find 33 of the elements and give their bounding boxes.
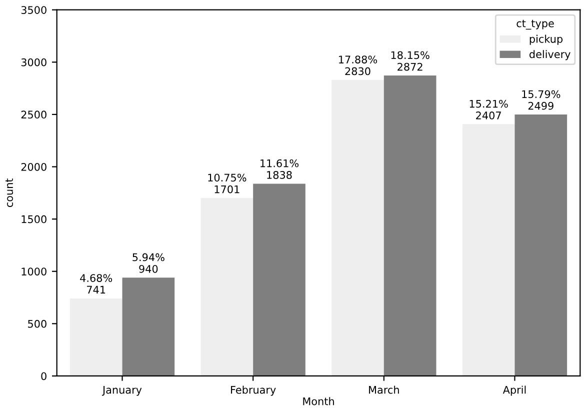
x-tick-label: March bbox=[369, 386, 399, 394]
bar bbox=[514, 114, 568, 376]
y-tick-label: 3500 bbox=[21, 6, 46, 14]
data-label: 10.75% 1701 bbox=[208, 174, 246, 194]
x-tick-label: February bbox=[231, 386, 276, 396]
legend-title: ct_type bbox=[516, 20, 554, 30]
y-axis-title: count bbox=[6, 178, 14, 208]
data-label: 4.68% 741 bbox=[80, 274, 112, 294]
y-tick-label: 1000 bbox=[22, 268, 46, 276]
data-label: 15.79% 2499 bbox=[522, 90, 560, 110]
bar bbox=[70, 298, 122, 376]
y-tick-label: 2000 bbox=[21, 162, 46, 171]
y-tick-label: 1500 bbox=[22, 215, 46, 224]
data-label: 5.94% 940 bbox=[132, 253, 164, 273]
data-label: 17.88% 2830 bbox=[339, 56, 378, 76]
x-axis-title: Month bbox=[303, 397, 334, 406]
bar bbox=[384, 76, 436, 376]
x-tick-label: January bbox=[102, 386, 142, 396]
data-label: 15.21% 2407 bbox=[470, 100, 508, 120]
data-label: 11.61% 1838 bbox=[260, 159, 299, 179]
legend-label: pickup bbox=[530, 34, 563, 45]
bar bbox=[332, 80, 384, 376]
x-tick-label: April bbox=[502, 386, 526, 396]
bar bbox=[462, 124, 515, 376]
data-label: 18.15% 2872 bbox=[391, 51, 430, 71]
y-tick-label: 3000 bbox=[21, 58, 46, 66]
legend-label: delivery bbox=[530, 50, 570, 60]
bar bbox=[253, 184, 306, 376]
y-tick-label: 2500 bbox=[21, 110, 46, 119]
y-tick-label: 500 bbox=[28, 320, 46, 328]
y-tick-label: 0 bbox=[41, 372, 46, 380]
bar bbox=[122, 278, 175, 376]
bar bbox=[200, 198, 254, 376]
